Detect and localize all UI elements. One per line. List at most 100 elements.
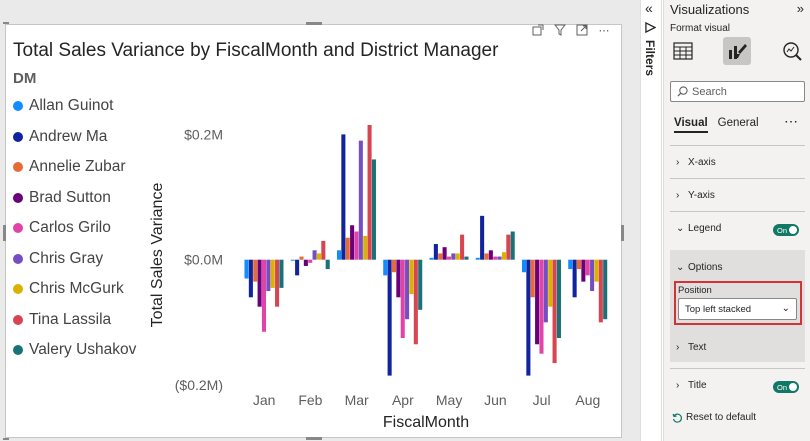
bar[interactable]	[576, 259, 582, 270]
legend-item[interactable]: Chris Gray	[13, 244, 136, 275]
subsection-text[interactable]: › Text	[664, 342, 810, 353]
bar[interactable]	[295, 259, 300, 276]
search-input[interactable]: Search	[670, 81, 805, 102]
legend-item[interactable]: Valery Ushakov	[13, 335, 136, 366]
focus-mode-icon[interactable]	[575, 23, 589, 37]
section-x-axis[interactable]: › X-axis	[664, 157, 810, 168]
resize-handle-top-left[interactable]	[3, 22, 9, 24]
bar[interactable]	[501, 252, 506, 260]
bar[interactable]	[396, 259, 401, 298]
subsection-options[interactable]: ⌄ Options	[664, 262, 810, 273]
bar[interactable]	[387, 259, 392, 376]
bar[interactable]	[455, 253, 460, 260]
bar[interactable]	[543, 259, 548, 323]
legend-item[interactable]: Andrew Ma	[13, 122, 136, 153]
resize-handle-bottom-left[interactable]	[3, 438, 9, 440]
tab-visual[interactable]: Visual	[674, 117, 708, 133]
analytics-button[interactable]	[778, 37, 806, 65]
legend-item[interactable]: Annelie Zubar	[13, 152, 136, 183]
bar[interactable]	[585, 259, 590, 276]
bar[interactable]	[391, 259, 397, 273]
legend-item[interactable]: Tina Lassila	[13, 305, 136, 336]
bar[interactable]	[383, 259, 388, 276]
bar[interactable]	[568, 259, 573, 270]
bar[interactable]	[299, 256, 304, 260]
bar[interactable]	[429, 257, 434, 260]
tab-general[interactable]: General	[717, 117, 759, 129]
resize-handle-left[interactable]	[3, 225, 6, 241]
bar[interactable]	[475, 257, 480, 260]
legend-item[interactable]: Carlos Grilo	[13, 213, 136, 244]
bar[interactable]	[581, 259, 586, 282]
bar[interactable]	[270, 259, 275, 288]
legend-item[interactable]: Chris McGurk	[13, 274, 136, 305]
filter-icon[interactable]	[553, 23, 567, 37]
collapse-left-icon[interactable]: «	[645, 0, 653, 16]
legend-item[interactable]: Brad Sutton	[13, 183, 136, 214]
more-options-icon[interactable]: ⋯	[598, 24, 610, 37]
bar[interactable]	[598, 259, 603, 323]
resize-handle-right[interactable]	[621, 225, 624, 241]
bar[interactable]	[312, 250, 317, 260]
bar[interactable]	[572, 259, 577, 298]
subsection-title[interactable]: › Title On	[664, 380, 810, 393]
bar[interactable]	[594, 259, 599, 282]
bar[interactable]	[480, 215, 485, 260]
bar[interactable]	[303, 259, 308, 266]
section-y-axis[interactable]: › Y-axis	[664, 190, 810, 201]
bar[interactable]	[350, 225, 355, 260]
bar[interactable]	[451, 253, 456, 260]
title-toggle[interactable]: On	[773, 381, 799, 393]
format-visual-button[interactable]	[723, 37, 751, 65]
bar[interactable]	[248, 259, 253, 298]
bar[interactable]	[526, 259, 531, 376]
reset-to-default-button[interactable]: Reset to default	[672, 412, 756, 423]
bar[interactable]	[488, 250, 493, 260]
bar[interactable]	[493, 256, 498, 260]
bar[interactable]	[261, 259, 267, 332]
bar[interactable]	[590, 259, 595, 292]
bar[interactable]	[367, 125, 372, 260]
bar[interactable]	[413, 259, 418, 345]
build-visual-button[interactable]	[669, 37, 697, 65]
resize-handle-top[interactable]	[306, 22, 322, 25]
bar[interactable]	[405, 259, 410, 320]
bar[interactable]	[279, 259, 284, 288]
position-dropdown[interactable]: Top left stacked ⌄	[678, 298, 797, 320]
bar[interactable]	[266, 259, 271, 292]
bar[interactable]	[521, 259, 527, 273]
bar[interactable]	[603, 259, 608, 320]
bar[interactable]	[438, 253, 443, 260]
more-options-icon[interactable]: ⋯	[784, 113, 798, 129]
bar[interactable]	[400, 259, 405, 339]
bar[interactable]	[530, 259, 535, 298]
bar[interactable]	[433, 244, 438, 260]
bar[interactable]	[510, 231, 515, 260]
clustered-column-visual[interactable]: ⋯ Total Sales Variance by FiscalMonth an…	[3, 22, 624, 440]
bar[interactable]	[442, 247, 447, 260]
bar[interactable]	[253, 259, 258, 282]
bar[interactable]	[325, 259, 330, 270]
bar[interactable]	[244, 259, 249, 279]
bar[interactable]	[316, 253, 321, 260]
bar[interactable]	[484, 253, 489, 260]
section-legend[interactable]: ⌄ Legend On	[664, 223, 810, 236]
resize-handle-bottom[interactable]	[306, 437, 322, 440]
pin-visual-icon[interactable]	[531, 23, 545, 37]
bar[interactable]	[290, 259, 295, 261]
bar[interactable]	[409, 259, 414, 295]
bar[interactable]	[371, 159, 376, 260]
bar[interactable]	[418, 259, 423, 310]
bar[interactable]	[341, 134, 346, 260]
bar[interactable]	[497, 256, 502, 260]
bar[interactable]	[552, 259, 557, 364]
legend-toggle[interactable]: On	[773, 224, 799, 236]
bar[interactable]	[556, 259, 561, 339]
bar[interactable]	[535, 259, 540, 345]
legend-item[interactable]: Allan Guinot	[13, 91, 136, 122]
bar[interactable]	[345, 237, 350, 260]
bar[interactable]	[548, 259, 553, 307]
filters-pane-collapsed[interactable]: « Filters	[640, 0, 662, 441]
bar[interactable]	[539, 259, 544, 354]
bar[interactable]	[336, 250, 342, 260]
